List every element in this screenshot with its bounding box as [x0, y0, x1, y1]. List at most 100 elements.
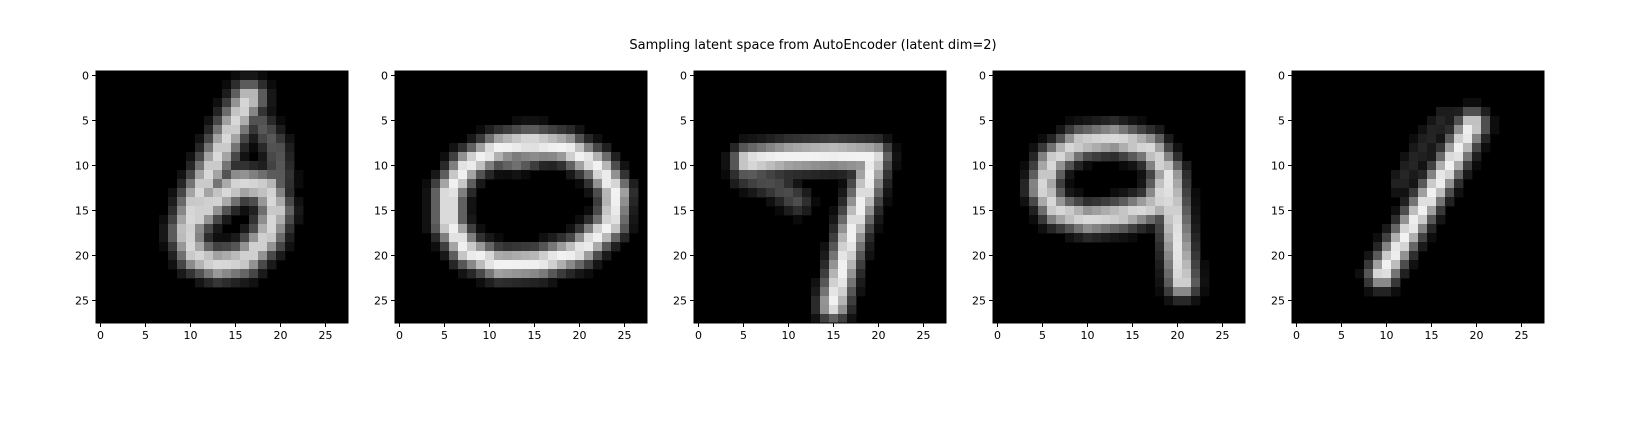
- pixel-cell: [593, 134, 602, 143]
- pixel-cell: [1038, 152, 1047, 161]
- pixel-cell: [1083, 224, 1092, 233]
- pixel-cell: [494, 161, 503, 170]
- pixel-cell: [240, 260, 249, 269]
- pixel-cell: [829, 134, 838, 143]
- pixel-cell: [584, 215, 593, 224]
- pixel-cell: [1463, 125, 1472, 134]
- pixel-cell: [431, 179, 440, 188]
- pixel-cell: [240, 152, 249, 161]
- pixel-cell: [476, 278, 485, 287]
- pixel-cell: [422, 206, 431, 215]
- pixel-cell: [186, 260, 195, 269]
- pixel-cell: [1173, 269, 1182, 278]
- pixel-cell: [1463, 143, 1472, 152]
- pixel-cell: [476, 179, 485, 188]
- pixel-cell: [258, 170, 267, 179]
- pixel-cell: [629, 206, 638, 215]
- y-tick-label: 5: [680, 115, 687, 128]
- pixel-cell: [231, 152, 240, 161]
- pixel-cell: [449, 179, 458, 188]
- pixel-cell: [440, 233, 449, 242]
- pixel-cell: [829, 287, 838, 296]
- pixel-cell: [276, 143, 285, 152]
- pixel-cell: [440, 251, 449, 260]
- pixel-cell: [874, 215, 883, 224]
- pixel-cell: [838, 224, 847, 233]
- pixel-cell: [1146, 224, 1155, 233]
- pixel-cell: [766, 197, 775, 206]
- pixel-cell: [1137, 143, 1146, 152]
- pixel-cell: [1029, 170, 1038, 179]
- pixel-cell: [1454, 125, 1463, 134]
- pixel-cell: [1110, 134, 1119, 143]
- pixel-cell: [1400, 161, 1409, 170]
- pixel-cell: [1056, 206, 1065, 215]
- pixel-cell: [856, 251, 865, 260]
- pixel-cell: [602, 143, 611, 152]
- pixel-cell: [267, 224, 276, 233]
- pixel-cell: [1400, 260, 1409, 269]
- pixel-cell: [874, 134, 883, 143]
- pixel-cell: [249, 170, 258, 179]
- pixel-cell: [1083, 206, 1092, 215]
- pixel-cell: [874, 224, 883, 233]
- pixel-cell: [1391, 278, 1400, 287]
- pixel-cell: [186, 269, 195, 278]
- pixel-cell: [231, 251, 240, 260]
- pixel-cell: [1128, 233, 1137, 242]
- pixel-cell: [784, 152, 793, 161]
- pixel-cell: [1191, 197, 1200, 206]
- y-tick-label: 0: [979, 70, 986, 83]
- pixel-cell: [802, 134, 811, 143]
- pixel-cell: [249, 251, 258, 260]
- pixel-cell: [1418, 143, 1427, 152]
- pixel-cell: [186, 233, 195, 242]
- pixel-cell: [1373, 260, 1382, 269]
- pixel-cell: [258, 206, 267, 215]
- pixel-cell: [838, 269, 847, 278]
- pixel-cell: [1418, 215, 1427, 224]
- pixel-cell: [186, 242, 195, 251]
- pixel-cell: [1128, 224, 1137, 233]
- pixel-cell: [748, 143, 757, 152]
- pixel-cell: [847, 296, 856, 305]
- y-tick-label: 10: [374, 160, 388, 173]
- pixel-cell: [748, 179, 757, 188]
- pixel-cell: [204, 278, 213, 287]
- y-tick-label: 0: [680, 70, 687, 83]
- pixel-cell: [1427, 152, 1436, 161]
- pixel-cell: [249, 134, 258, 143]
- y-tick-label: 15: [374, 205, 388, 218]
- pixel-cell: [204, 116, 213, 125]
- pixel-cell: [222, 116, 231, 125]
- pixel-cell: [584, 188, 593, 197]
- pixel-cell: [186, 197, 195, 206]
- pixel-cell: [503, 170, 512, 179]
- y-tick-label: 5: [381, 115, 388, 128]
- pixel-cell: [811, 197, 820, 206]
- pixel-cell: [829, 251, 838, 260]
- pixel-cell: [222, 260, 231, 269]
- pixel-cell: [195, 188, 204, 197]
- pixel-cell: [730, 170, 739, 179]
- pixel-cell: [258, 260, 267, 269]
- pixel-cell: [548, 152, 557, 161]
- pixel-cell: [276, 206, 285, 215]
- pixel-cell: [458, 251, 467, 260]
- pixel-cell: [1065, 170, 1074, 179]
- pixel-cell: [195, 152, 204, 161]
- pixel-cell: [1427, 170, 1436, 179]
- pixel-cell: [784, 179, 793, 188]
- x-tick-label: 0: [994, 329, 1001, 342]
- pixel-cell: [730, 161, 739, 170]
- pixel-cell: [575, 143, 584, 152]
- pixel-cell: [775, 134, 784, 143]
- pixel-cell: [231, 107, 240, 116]
- pixel-cell: [1110, 188, 1119, 197]
- pixel-cell: [1101, 197, 1110, 206]
- pixel-cell: [856, 287, 865, 296]
- pixel-cell: [1445, 179, 1454, 188]
- pixel-cell: [213, 224, 222, 233]
- pixel-cell: [1191, 269, 1200, 278]
- pixel-cell: [240, 98, 249, 107]
